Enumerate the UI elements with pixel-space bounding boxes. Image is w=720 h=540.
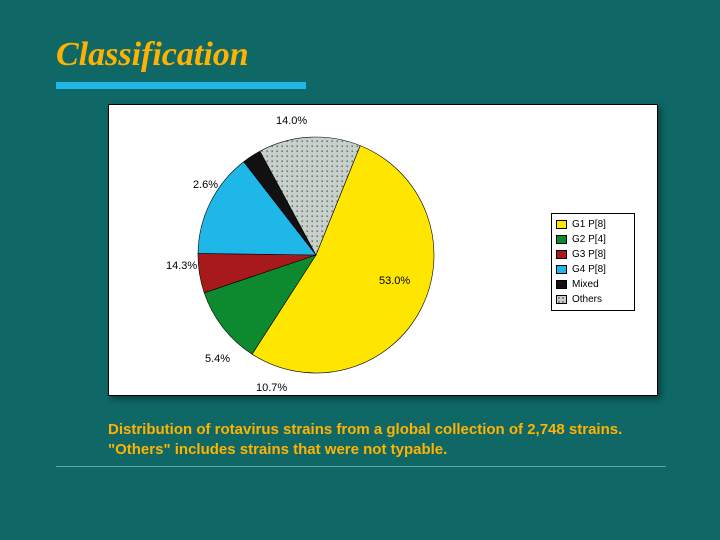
legend-label: Others xyxy=(572,295,602,305)
legend-label: G3 P[8] xyxy=(572,250,606,260)
pct-label: 5.4% xyxy=(205,353,230,365)
pct-label: 2.6% xyxy=(193,179,218,191)
slide: Classification 53.0% 10.7% 5.4% 14.3% 2.6% 14… xyxy=(0,0,720,540)
legend-row: G1 P[8] xyxy=(556,218,630,231)
legend: G1 P[8] G2 P[4] G3 P[8] G4 P[8] Mixed Others xyxy=(551,213,635,311)
pie-chart: 53.0% 10.7% 5.4% 14.3% 2.6% 14.0% xyxy=(121,105,491,397)
page-title: Classification xyxy=(56,36,249,74)
chart-panel: 53.0% 10.7% 5.4% 14.3% 2.6% 14.0% G1 P[8] G2 P… xyxy=(108,104,658,396)
pct-label: 53.0% xyxy=(379,275,410,287)
legend-swatch xyxy=(556,220,567,229)
legend-label: G4 P[8] xyxy=(572,265,606,275)
legend-label: G2 P[4] xyxy=(572,235,606,245)
legend-swatch xyxy=(556,235,567,244)
legend-swatch xyxy=(556,280,567,289)
legend-row: Others xyxy=(556,293,630,306)
footer-rule xyxy=(56,466,666,467)
pct-label: 14.0% xyxy=(276,115,307,127)
legend-label: G1 P[8] xyxy=(572,220,606,230)
legend-swatch xyxy=(556,295,567,304)
legend-row: Mixed xyxy=(556,278,630,291)
title-underline xyxy=(56,82,306,89)
pct-label: 10.7% xyxy=(256,382,287,394)
legend-swatch xyxy=(556,250,567,259)
legend-swatch xyxy=(556,265,567,274)
legend-label: Mixed xyxy=(572,280,599,290)
legend-row: G4 P[8] xyxy=(556,263,630,276)
pct-label: 14.3% xyxy=(166,260,197,272)
caption: Distribution of rotavirus strains from a… xyxy=(108,420,628,461)
legend-row: G2 P[4] xyxy=(556,233,630,246)
legend-row: G3 P[8] xyxy=(556,248,630,261)
